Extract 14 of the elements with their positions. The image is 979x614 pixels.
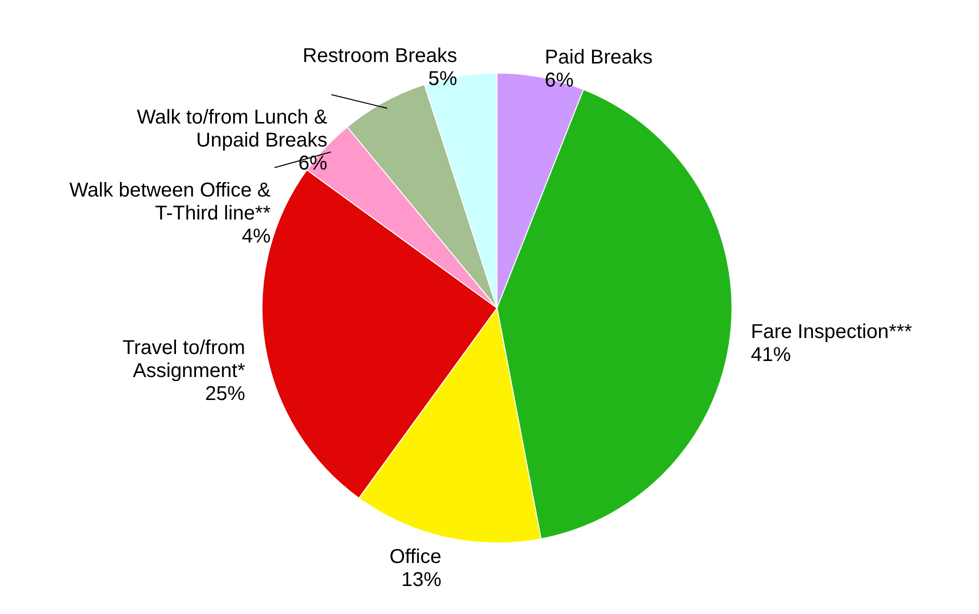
data-label: 13% bbox=[401, 568, 442, 591]
slice-label: Fare Inspection*** bbox=[750, 321, 912, 343]
slice-label: Restroom Breaks bbox=[302, 45, 458, 68]
slice-label: Walk to/from Lunch & Unpaid Breaks bbox=[136, 106, 328, 152]
data-label: 25% bbox=[205, 382, 246, 405]
data-label: 6% bbox=[298, 152, 328, 175]
slice-label: Travel to/from Assignment* bbox=[122, 336, 246, 382]
data-label: 6% bbox=[544, 70, 574, 92]
data-label: 5% bbox=[428, 68, 458, 90]
slice-label: Paid Breaks bbox=[544, 46, 653, 69]
data-label: 41% bbox=[750, 344, 792, 366]
slice-label: Office bbox=[390, 546, 442, 568]
slice-label: Walk between Office & T-Third line** bbox=[69, 180, 272, 225]
data-label: 4% bbox=[242, 226, 271, 248]
